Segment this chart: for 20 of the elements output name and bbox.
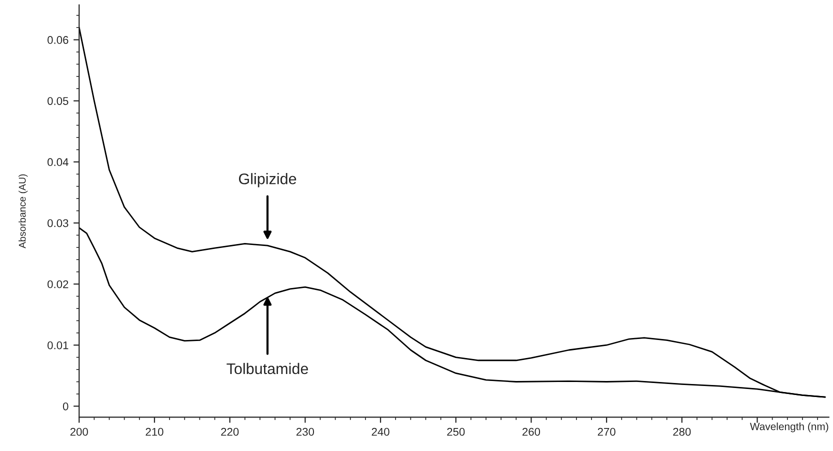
x-tick-label: 200 <box>70 428 88 436</box>
y-tick-label: 0.01 <box>48 341 68 350</box>
annotation: Glipizide <box>238 173 296 188</box>
y-tick-label: 0.02 <box>48 280 68 288</box>
x-tick-label: 230 <box>296 428 314 436</box>
x-axis-title: Wavelength (nm) <box>750 422 828 432</box>
x-tick-label: 250 <box>447 428 465 436</box>
x-tick-label: 280 <box>673 428 691 436</box>
y-tick-label: 0.05 <box>48 97 68 105</box>
y-tick-label: 0.03 <box>48 219 68 228</box>
y-tick-label: 0 <box>62 402 68 410</box>
x-tick-label: 270 <box>598 428 616 436</box>
x-tick-label: 210 <box>146 428 164 436</box>
y-tick-label: 0.04 <box>48 158 68 166</box>
annotation: Tolbutamide <box>226 362 308 374</box>
x-tick-label: 220 <box>221 428 239 436</box>
y-axis-title: Absorbance (AU) <box>18 174 28 248</box>
x-tick-label: 260 <box>522 428 540 436</box>
x-tick-label: 240 <box>372 428 390 436</box>
y-tick-label: 0.06 <box>48 36 68 44</box>
